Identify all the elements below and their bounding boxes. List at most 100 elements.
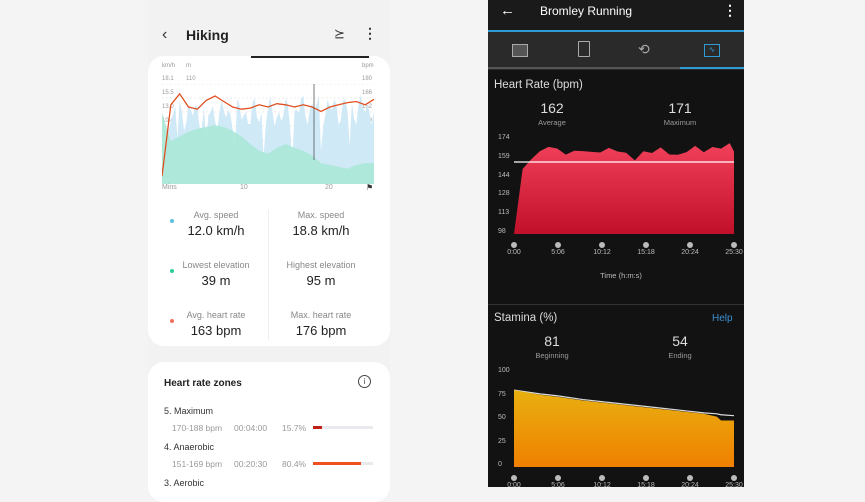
- zones-title: Heart rate zones: [164, 378, 242, 389]
- stat-value: 176 bpm: [295, 323, 347, 338]
- x-tick-dot[interactable]: [511, 475, 517, 481]
- y-tick: 98: [498, 228, 506, 235]
- help-link[interactable]: Help: [712, 313, 733, 324]
- info-icon[interactable]: i: [358, 375, 371, 388]
- stat-value: 18.8 km/h: [292, 223, 350, 238]
- x-tick-dot[interactable]: [731, 242, 737, 248]
- tab-details-icon[interactable]: [578, 41, 590, 57]
- x-tick: 0:00: [507, 482, 521, 489]
- zone-time: 00:20:30: [234, 459, 268, 469]
- stamina-area: [514, 390, 734, 467]
- stamina-chart[interactable]: [514, 372, 734, 467]
- bpm-tick: 166: [362, 90, 373, 96]
- heart-rate-chart[interactable]: [514, 139, 734, 234]
- legend-dot: [170, 219, 174, 223]
- share-icon[interactable]: ⪰: [334, 26, 345, 41]
- y-tick: 75: [498, 390, 506, 398]
- x-tick-dot[interactable]: [511, 242, 517, 248]
- y-tick: 144: [498, 171, 510, 179]
- x-tick-dot[interactable]: [731, 475, 737, 481]
- x-tick-dot[interactable]: [555, 242, 561, 248]
- stamina-ending-label: Ending: [668, 351, 692, 360]
- elevation-area: [162, 112, 374, 184]
- heart-rate-line: [162, 92, 374, 177]
- x-tick: 20:24: [681, 482, 699, 489]
- page-title: Hiking: [186, 27, 229, 43]
- activity-title: Bromley Running: [540, 4, 633, 18]
- zone-range: 151-169 bpm: [172, 459, 223, 469]
- bromley-running-screen: ← Bromley Running ⋮ ⟲ ∿ Heart Rate (bpm)…: [488, 0, 744, 489]
- stamina-title: Stamina (%): [494, 312, 558, 324]
- y-tick: 50: [498, 414, 506, 421]
- speed-tick: 18.1: [162, 76, 174, 82]
- y-tick: 25: [498, 437, 506, 445]
- x-tick: 25:30: [725, 482, 743, 489]
- bpm-unit: bpm: [362, 63, 374, 69]
- stat-value: 95 m: [306, 273, 336, 288]
- workout-chart[interactable]: [162, 84, 374, 188]
- finish-flag-icon: ⚑: [366, 183, 374, 192]
- zone-percent: 15.7%: [282, 423, 307, 433]
- hr-average-value: 162: [540, 100, 564, 116]
- scrubber-bar[interactable]: [251, 56, 369, 58]
- back-button[interactable]: ‹: [162, 26, 168, 43]
- x-tick: 25:30: [725, 249, 743, 256]
- workout-chart-card: km/h m bpm 18.118015.516613.015210.41397…: [148, 56, 390, 346]
- elevation-unit: m: [186, 63, 191, 69]
- tab-laps-icon[interactable]: ⟲: [638, 41, 650, 57]
- x-tick: 5:06: [551, 482, 565, 489]
- stat-value: 39 m: [201, 273, 231, 288]
- speed-tick: 10.4: [162, 118, 174, 124]
- stat-label: Avg. heart rate: [186, 310, 246, 320]
- x-tick: 15:18: [637, 249, 655, 256]
- zone-name: 3. Aerobic: [164, 478, 205, 488]
- zone-range: 170-188 bpm: [172, 423, 223, 433]
- x-tick: 20: [325, 184, 333, 191]
- bpm-tick: 180: [362, 76, 373, 82]
- more-options-icon[interactable]: ⋮: [723, 2, 737, 18]
- zone-name: 4. Anaerobic: [164, 442, 215, 452]
- potential-stamina-line: [514, 389, 734, 417]
- x-tick: 10:12: [593, 249, 611, 256]
- zone-time: 00:04:00: [234, 423, 268, 433]
- y-tick: 0: [498, 461, 502, 468]
- speed-unit: km/h: [162, 63, 176, 69]
- zone-bar-fill: [313, 462, 362, 465]
- zone-name: 5. Maximum: [164, 406, 214, 416]
- x-tick-dot[interactable]: [643, 242, 649, 248]
- y-tick: 100: [498, 367, 510, 374]
- hr-x-axis-label: Time (h:m:s): [600, 271, 642, 280]
- stat-label: Avg. speed: [193, 210, 239, 220]
- x-tick: 20:24: [681, 249, 699, 256]
- x-tick-dot[interactable]: [599, 475, 605, 481]
- stat-value: 163 bpm: [190, 323, 242, 338]
- active-tab-indicator: [680, 67, 744, 69]
- zone-bar: [313, 462, 373, 465]
- speed-tick: 15.5: [162, 90, 174, 96]
- x-tick-dot[interactable]: [687, 475, 693, 481]
- zone-percent: 80.4%: [282, 459, 307, 469]
- back-arrow-icon[interactable]: ←: [500, 2, 515, 19]
- x-tick-dot[interactable]: [555, 475, 561, 481]
- stat-label: Max. speed: [297, 210, 345, 220]
- x-tick-dot[interactable]: [599, 242, 605, 248]
- heart-rate-area: [514, 143, 734, 234]
- x-tick: 0:00: [507, 249, 521, 256]
- stamina-beginning-label: Beginning: [535, 351, 569, 360]
- hr-average-label: Average: [538, 118, 566, 127]
- y-tick: 128: [498, 190, 510, 198]
- zone-bar: [313, 426, 373, 429]
- more-options-icon[interactable]: ⋮: [363, 25, 377, 41]
- x-tick: 10: [240, 184, 248, 191]
- legend-dot: [170, 269, 174, 273]
- tab-overview-icon[interactable]: [512, 44, 528, 57]
- x-tick: 15:18: [637, 482, 655, 489]
- x-tick-dot[interactable]: [687, 242, 693, 248]
- hr-maximum-label: Maximum: [663, 118, 697, 127]
- stat-label: Max. heart rate: [290, 310, 352, 320]
- tab-charts-icon[interactable]: ∿: [704, 44, 720, 57]
- x-tick-dot[interactable]: [643, 475, 649, 481]
- y-tick: 159: [498, 152, 510, 160]
- speed-tick: 13.0: [162, 104, 174, 110]
- tab-bar: ⟲ ∿: [488, 32, 744, 70]
